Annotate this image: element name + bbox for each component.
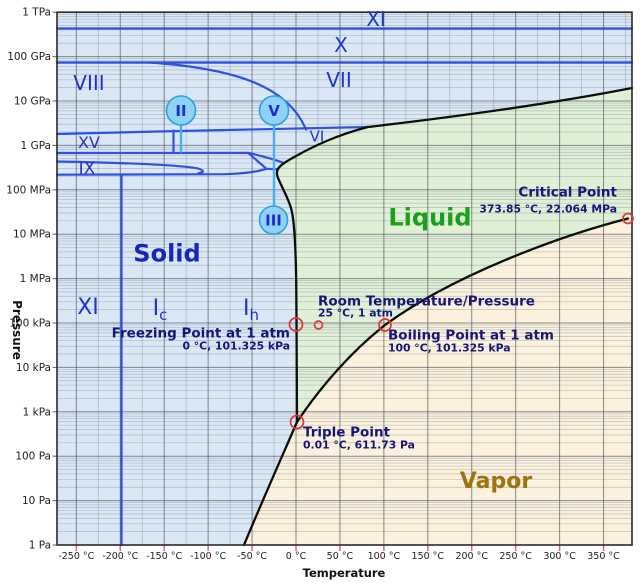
y-axis-tick-label: 1 kPa: [23, 406, 51, 418]
vaporization-curve: [295, 217, 630, 424]
ice-ii-circle: [165, 95, 197, 126]
y-axis-tick-label: 100 Pa: [15, 451, 51, 463]
x-axis-tick-label: -150 °C: [146, 551, 182, 562]
x-axis-tick-label: -200 °C: [102, 551, 138, 562]
ice-phase-boundary-line: [148, 61, 308, 131]
room-temp-marker: [313, 320, 324, 330]
freezing-point-marker: [288, 317, 304, 332]
y-axis-tick-label: 10 Pa: [22, 495, 51, 507]
triple-point-annotation-title: Triple Point: [303, 425, 391, 441]
x-axis-tick-label: 100 °C: [368, 551, 401, 562]
freezing-point-annotation-value: 0 °C, 101.325 kPa: [183, 340, 290, 353]
ice-ii-label: II: [175, 102, 186, 120]
freezing-point-annotation-title: Freezing Point at 1 atm: [112, 326, 290, 342]
y-axis-tick-label: 10 kPa: [16, 362, 51, 374]
ice-phase-boundary-line: [55, 167, 280, 176]
triple-point-annotation-value: 0.01 °C, 611.73 Pa: [303, 439, 415, 452]
critical-point-annotation-value: 373.85 °C, 22.064 MPa: [479, 203, 617, 216]
vapor-region-fill: [244, 218, 632, 545]
critical-point-marker: [622, 212, 634, 225]
y-axis-tick-label: 1 TPa: [22, 7, 51, 19]
x-axis-tick-label: 250 °C: [499, 551, 532, 562]
ice-phase-boundary-line: [55, 160, 205, 175]
y-axis-tick-label: 10 MPa: [13, 229, 51, 241]
y-axis-title: Pressure: [10, 300, 24, 360]
ice-phase-boundary-line: [246, 151, 268, 170]
plot-frame: [56, 11, 633, 546]
ice-ix-label: IX: [79, 159, 96, 179]
melting-curve: [275, 86, 634, 424]
room-temperature-annotation-value: 25 °C, 1 atm: [318, 307, 393, 320]
boiling-point-marker: [378, 318, 392, 332]
room-temperature-annotation-title: Room Temperature/Pressure: [318, 294, 535, 310]
ice-vi-label: VI: [310, 127, 325, 145]
y-axis-tick-label: 1 MPa: [20, 273, 51, 285]
ice-iii-label: III: [265, 212, 282, 230]
ice-xv-label: XV: [78, 133, 100, 152]
x-axis-tick-label: 0 °C: [286, 551, 307, 562]
y-axis-tick-label: 100 GPa: [7, 51, 51, 63]
liquid-region-fill: [276, 88, 632, 422]
x-axis-tick-label: 300 °C: [543, 551, 576, 562]
critical-point-annotation-title: Critical Point: [518, 185, 617, 201]
ice-v-circle: [258, 95, 290, 126]
vapor-label: Vapor: [460, 469, 533, 494]
ice-xi-low-label: XI: [77, 295, 99, 320]
x-axis-tick-label: 350 °C: [587, 551, 620, 562]
x-axis-tick-label: -50 °C: [237, 551, 267, 562]
y-axis-tick-label: 100 kPa: [9, 318, 51, 330]
triple-point-marker: [289, 414, 305, 430]
boiling-point-annotation-title: Boiling Point at 1 atm: [388, 328, 554, 344]
x-axis-tick-label: 50 °C: [327, 551, 354, 562]
ice-v-label: V: [268, 102, 280, 120]
y-axis-tick-label: 1 Pa: [29, 540, 51, 552]
y-axis-tick-label: 1 GPa: [21, 140, 51, 152]
liquid-label: Liquid: [388, 204, 471, 232]
ice-xi-top-label: XI: [366, 7, 386, 31]
ice-phase-boundary-line: [55, 125, 370, 136]
boiling-point-annotation-value: 100 °C, 101.325 kPa: [388, 342, 511, 355]
ice-iii-circle: [258, 205, 289, 235]
ice-viii-label: VIII: [73, 71, 104, 95]
x-axis-tick-label: 200 °C: [455, 551, 488, 562]
x-axis-tick-label: 150 °C: [412, 551, 445, 562]
sublimation-curve: [242, 420, 299, 547]
ice-vii-label: VII: [326, 68, 351, 92]
x-axis-title: Temperature: [303, 566, 386, 580]
y-axis-tick-label: 100 MPa: [6, 184, 51, 196]
ice-x-label: X: [334, 33, 348, 57]
solid-label: Solid: [133, 240, 200, 268]
y-axis-tick-label: 10 GPa: [14, 96, 51, 108]
x-axis-tick-label: -250 °C: [58, 551, 94, 562]
x-axis-tick-label: -100 °C: [190, 551, 226, 562]
